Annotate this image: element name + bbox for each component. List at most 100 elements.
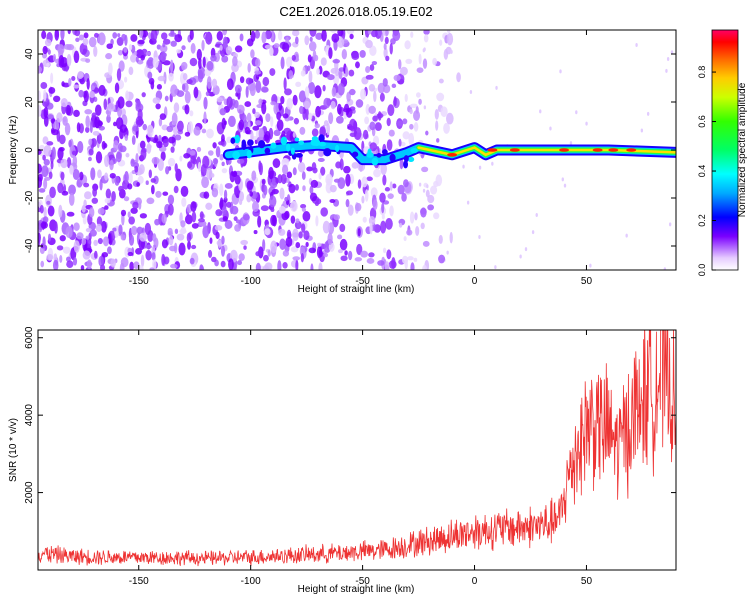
noise-blob: [86, 259, 92, 270]
noise-blob: [144, 244, 152, 249]
trace-blob: [389, 153, 396, 162]
noise-blob: [343, 165, 351, 174]
spectrogram-panel: -150 -100 -50 0 50 -40 -20 0 20 40 Height of str…: [8, 29, 677, 295]
noise-blob: [128, 171, 133, 184]
noise-blob: [162, 52, 167, 57]
noise-blob: [191, 211, 197, 223]
noise-blob: [132, 125, 139, 132]
noise-blob: [366, 176, 373, 182]
noise-blob: [233, 216, 238, 222]
noise-blob: [199, 264, 204, 270]
noise-blob: [438, 234, 443, 244]
trace-hotspot: [608, 148, 619, 152]
noise-blob: [88, 156, 92, 162]
noise-blob: [261, 178, 266, 185]
noise-blob: [257, 215, 262, 228]
trace-blob: [234, 134, 241, 144]
noise-blob: [354, 257, 363, 262]
noise-blob: [123, 46, 128, 53]
noise-blob: [96, 132, 103, 144]
noise-blob: [283, 77, 287, 91]
noise-blob: [83, 90, 89, 103]
trace-blob: [323, 148, 332, 157]
noise-blob: [303, 230, 310, 241]
noise-blob: [120, 209, 127, 217]
noise-blob: [104, 172, 109, 181]
noise-blob: [46, 253, 54, 261]
colorbar-frame: [711, 29, 739, 271]
noise-blob: [327, 232, 333, 245]
noise-blob: [264, 228, 271, 236]
noise-blob: [43, 178, 48, 190]
noise-blob: [138, 201, 142, 210]
noise-blob: [93, 45, 98, 57]
noise-blob: [159, 44, 168, 53]
noise-blob: [235, 219, 241, 224]
noise-blob: [236, 104, 245, 115]
noise-blob: [155, 190, 162, 198]
noise-blob: [238, 253, 245, 261]
snr-x-axis: -150 -100 -50 0 50: [129, 330, 592, 587]
noise-blob: [337, 177, 346, 190]
noise-blob: [261, 86, 269, 93]
noise-blob: [351, 161, 359, 169]
noise-blob: [423, 47, 426, 52]
noise-blob: [123, 196, 130, 202]
noise-blob: [355, 61, 360, 69]
spectrogram-x-tick-label: -50: [355, 276, 370, 287]
noise-blob: [148, 77, 155, 85]
noise-blob: [184, 104, 190, 115]
noise-blob: [406, 229, 413, 236]
noise-blob: [116, 68, 122, 81]
noise-blob: [93, 32, 99, 38]
noise-blob: [218, 141, 225, 146]
noise-blob: [165, 166, 170, 175]
spectrogram-x-tick-label: -150: [129, 276, 149, 287]
noise-blob: [109, 159, 114, 171]
noise-blob: [72, 257, 78, 266]
noise-blob: [130, 54, 137, 63]
noise-blob: [469, 90, 473, 95]
noise-blob: [255, 251, 261, 257]
noise-blob: [68, 78, 72, 87]
trace-blob: [280, 136, 288, 146]
trace-blob: [382, 149, 388, 155]
noise-blob: [535, 212, 538, 217]
noise-blob: [97, 207, 105, 215]
noise-blob: [589, 263, 592, 268]
noise-blob: [277, 174, 283, 184]
noise-blob: [187, 240, 191, 250]
noise-blob: [371, 61, 378, 66]
noise-blob: [156, 84, 162, 90]
noise-blob: [270, 101, 277, 106]
noise-blob: [179, 229, 187, 234]
noise-blob: [38, 90, 41, 101]
noise-blob: [267, 249, 271, 257]
trace-blob: [230, 137, 236, 144]
noise-blob: [336, 115, 344, 124]
noise-blob: [147, 32, 152, 40]
noise-blob: [118, 60, 125, 72]
noise-blob: [246, 112, 252, 123]
noise-blob: [151, 156, 160, 165]
trace-blob: [264, 147, 271, 155]
noise-blob: [174, 228, 179, 234]
noise-blob: [330, 100, 336, 110]
noise-blob: [337, 83, 345, 96]
noise-blob: [73, 240, 80, 253]
snr-y-axis: 2000 4000 6000: [24, 326, 676, 504]
noise-blob: [264, 262, 273, 270]
noise-blob: [435, 120, 439, 131]
noise-blob: [438, 78, 444, 84]
noise-blob: [339, 238, 348, 251]
noise-blob: [409, 123, 414, 130]
noise-blob: [234, 45, 243, 53]
noise-blob: [285, 236, 293, 247]
noise-blob: [348, 69, 355, 77]
noise-blob: [47, 205, 55, 217]
noise-blob: [389, 42, 393, 55]
noise-blob: [439, 39, 443, 46]
noise-blob: [176, 90, 185, 97]
noise-blob: [368, 252, 375, 258]
noise-blob: [196, 48, 202, 61]
